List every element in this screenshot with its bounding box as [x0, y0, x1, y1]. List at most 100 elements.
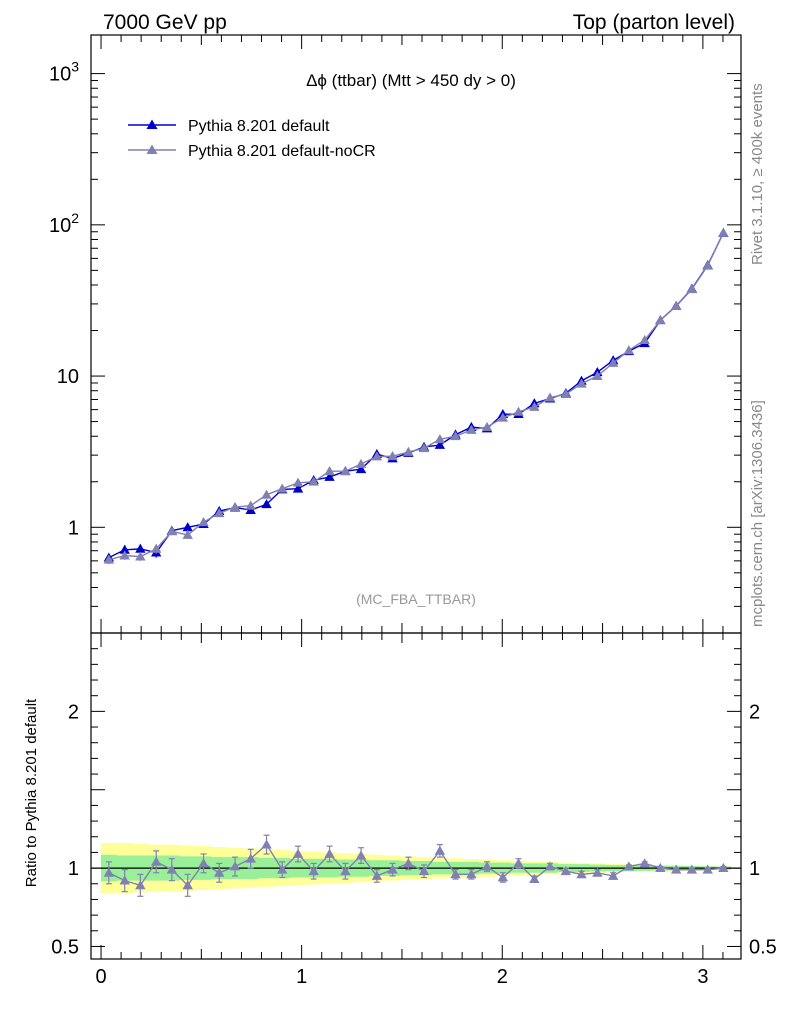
- ratio-y-tick-label-left: 1: [68, 858, 79, 880]
- data-point-series-2: [229, 501, 241, 511]
- data-point-series-2: [702, 260, 713, 270]
- data-point-series-1: [119, 544, 130, 554]
- data-point-series-2: [481, 421, 493, 431]
- legend-entry-series2: Pythia 8.201 default-noCR: [128, 143, 376, 160]
- x-tick-label: 3: [697, 966, 708, 988]
- ratio-data-point: [560, 866, 572, 876]
- ratio-y-tick-labels: 2 2 1 1 0.5 0.5: [51, 701, 777, 958]
- data-point-series-2: [213, 507, 225, 518]
- ratio-data-point: [103, 867, 115, 877]
- data-point-series-2: [592, 370, 603, 380]
- main-y-tick-label: 102: [49, 210, 79, 237]
- ratio-panel-ticks: [91, 632, 741, 959]
- ratio-y-axis-label: Ratio to Pythia 8.201 default: [23, 698, 40, 887]
- ratio-line: [108, 843, 724, 887]
- main-y-tick-label: 10: [57, 366, 79, 388]
- data-point-series-2: [686, 284, 698, 294]
- data-point-series-1: [135, 543, 146, 553]
- data-point-series-1: [434, 439, 446, 449]
- ratio-data-point: [403, 858, 414, 868]
- ratio-data-point: [292, 848, 304, 858]
- ratio-data-point: [671, 864, 682, 874]
- data-point-series-2: [434, 434, 446, 444]
- data-point-series-2: [560, 388, 572, 398]
- data-point-series-2: [308, 476, 319, 486]
- main-y-tick-label-exp: 2: [71, 210, 79, 226]
- data-point-series-2: [639, 334, 650, 344]
- data-point-series-1: [355, 464, 367, 474]
- main-panel-ticks: [91, 35, 741, 634]
- data-point-series-2: [182, 529, 193, 539]
- ratio-y-tick-label-right: 1: [749, 858, 760, 880]
- data-point-series-2: [387, 451, 398, 461]
- data-point-series-2: [529, 401, 540, 411]
- data-point-series-2: [466, 424, 477, 434]
- header-right: Top (parton level): [573, 11, 735, 34]
- analysis-tag: (MC_FBA_TTBAR): [356, 591, 476, 607]
- data-point-series-2: [497, 412, 509, 422]
- ratio-data-point: [119, 875, 130, 885]
- ratio-data-point: [450, 869, 461, 879]
- ratio-series-group: [103, 834, 729, 897]
- ratio-data-point: [371, 870, 383, 880]
- main-y-tick-label: 103: [49, 59, 79, 86]
- ratio-data-point: [686, 864, 698, 874]
- data-point-series-2: [608, 357, 619, 367]
- ratio-data-point: [229, 861, 241, 871]
- data-point-series-2: [135, 551, 146, 561]
- ratio-data-point: [166, 864, 178, 874]
- ratio-data-point: [245, 853, 256, 863]
- data-point-series-2: [245, 500, 256, 510]
- ratio-data-point: [466, 869, 477, 879]
- ratio-panel-frame: [90, 632, 742, 960]
- data-point-series-1: [292, 483, 304, 493]
- legend-marker-series1: [146, 119, 158, 129]
- ratio-data-point: [308, 866, 319, 876]
- ratio-data-point: [544, 861, 556, 871]
- data-point-series-2: [119, 550, 130, 560]
- data-point-series-2: [276, 483, 288, 493]
- data-point-series-2: [513, 406, 524, 416]
- ratio-x-tick-labels: 0 1 2 3: [95, 966, 708, 988]
- header-left: 7000 GeV pp: [103, 11, 227, 34]
- ratio-data-point: [261, 839, 272, 849]
- main-y-tick-label: 1: [68, 517, 79, 539]
- ratio-data-point: [213, 867, 225, 877]
- ratio-data-point: [387, 864, 398, 874]
- data-point-series-2: [103, 554, 115, 564]
- legend: Pythia 8.201 default Pythia 8.201 defaul…: [128, 118, 376, 160]
- data-point-series-2: [340, 465, 351, 476]
- data-point-series-2: [576, 378, 587, 388]
- x-tick-label: 2: [497, 966, 508, 988]
- main-series-group: [103, 227, 729, 565]
- data-point-series-1: [324, 471, 335, 481]
- main-y-tick-label-base: 10: [49, 64, 71, 86]
- legend-label-series1: Pythia 8.201 default: [188, 118, 330, 135]
- data-point-series-2: [403, 446, 414, 456]
- ratio-data-point: [513, 858, 524, 868]
- ratio-data-point: [151, 856, 162, 866]
- data-point-series-2: [198, 517, 209, 527]
- ratio-data-point: [718, 862, 729, 872]
- ratio-data-point: [481, 861, 493, 871]
- data-point-series-2: [450, 431, 461, 441]
- side-text-rivet: Rivet 3.1.10, ≥ 400k events: [749, 83, 766, 265]
- legend-label-series2: Pythia 8.201 default-noCR: [188, 143, 376, 160]
- side-text-mcplots: mcplots.cern.ch [arXiv:1306.3436]: [749, 400, 766, 627]
- ratio-y-tick-label-left: 0.5: [51, 936, 79, 958]
- ratio-data-point: [198, 858, 209, 868]
- x-tick-label: 0: [95, 966, 106, 988]
- ratio-data-point: [340, 866, 351, 876]
- ratio-data-point: [434, 845, 446, 855]
- series-line-2: [108, 232, 724, 561]
- ratio-data-point: [497, 872, 509, 882]
- series-line-1: [108, 232, 724, 559]
- data-point-series-2: [371, 451, 383, 461]
- ratio-data-point: [592, 867, 603, 877]
- legend-marker-series2: [146, 144, 158, 154]
- data-point-series-2: [324, 465, 335, 476]
- data-point-series-2: [166, 526, 178, 536]
- ratio-y-tick-label-right: 2: [749, 701, 760, 723]
